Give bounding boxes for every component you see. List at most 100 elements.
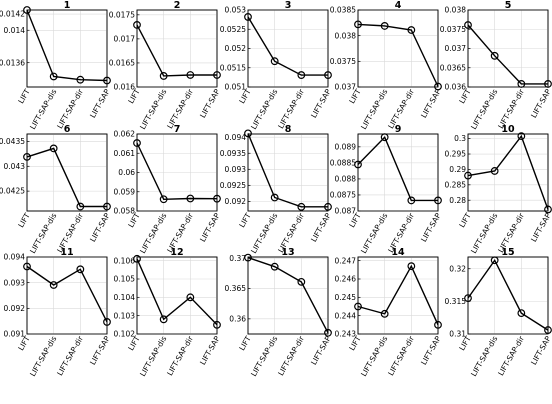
x-tick-label: LIFT-SAP-dis	[249, 87, 279, 131]
y-tick-label: 0.051	[225, 83, 247, 92]
y-tick-label: 0.089	[335, 142, 357, 151]
data-point	[244, 129, 252, 138]
x-tick-label: LIFT-SAP-dis	[469, 87, 499, 131]
subplot-title: 1	[64, 0, 71, 11]
subplot-4: 0.0370.03750.0380.0385LIFTLIFT-SAP-disLI…	[330, 0, 443, 131]
y-tick-label: 0.32	[449, 264, 466, 273]
subplot-title: 8	[285, 124, 292, 135]
subplot-title: 6	[64, 124, 71, 135]
x-tick-label: LIFT-SAP	[529, 211, 552, 243]
y-tick-label: 0.104	[114, 293, 136, 302]
y-tick-label: 0.093	[225, 165, 247, 174]
y-tick-label: 0.014	[4, 26, 26, 35]
data-point	[23, 262, 31, 271]
data-point	[380, 133, 389, 142]
y-tick-label: 0.094	[4, 253, 26, 262]
y-tick-label: 0.059	[114, 187, 136, 196]
subplot-title: 13	[281, 247, 294, 258]
y-tick-label: 0.0165	[109, 59, 135, 68]
subplot-15: 0.310.3150.32LIFTLIFT-SAP-disLIFT-SAP-di…	[445, 247, 552, 378]
subplot-8: 0.092 0.0925 0.093 0.0935 0.094 LIFTLIFT-SAP-…	[220, 124, 333, 255]
x-tick-label: LIFT-SAP	[198, 334, 222, 366]
data-point	[49, 72, 58, 81]
x-tick-label: LIFT-SAP-dir	[386, 87, 416, 131]
y-tick-label: 0.0935	[220, 149, 246, 158]
y-tick-label: 0.243	[335, 330, 357, 339]
plot-frame	[136, 133, 218, 212]
y-tick-label: 0.0365	[440, 63, 466, 72]
x-tick-label: LIFT-SAP-dir	[386, 334, 416, 378]
y-tick-label: 0.0175	[109, 10, 135, 19]
plot-frame	[247, 256, 329, 335]
data-point	[186, 194, 195, 203]
data-point	[186, 71, 195, 79]
y-tick-label: 0.247	[335, 256, 357, 265]
y-tick-label: 0.245	[335, 293, 357, 302]
x-tick-label: LIFT-SAP-dis	[28, 87, 58, 131]
data-point	[490, 256, 499, 265]
plot-area	[357, 9, 439, 88]
data-point	[464, 21, 472, 29]
y-tick-label: 0.0875	[330, 191, 356, 200]
x-tick-label: LIFT-SAP	[309, 87, 333, 119]
subplot-12: 0.1020.1030.1040.1050.106LIFTLIFT-SAP-di…	[114, 247, 222, 378]
x-tick-label: LIFT-SAP	[198, 87, 222, 119]
x-tick-label: LIFT-SAP-dir	[165, 334, 195, 378]
plot-frame	[467, 9, 549, 88]
x-tick-label: LIFT-SAP-dis	[469, 334, 499, 378]
x-tick-label: LIFT-SAP-dir	[55, 334, 85, 378]
x-tick-label: LIFT-SAP-dir	[165, 87, 195, 131]
plot-area	[26, 9, 108, 88]
data-point	[270, 193, 279, 202]
plot-frame	[26, 133, 108, 212]
y-tick-label: 0.053	[225, 6, 247, 15]
x-tick-label: LIFT-SAP-dis	[249, 334, 279, 378]
x-tick-label: LIFT-SAP	[419, 211, 443, 243]
x-tick-label: LIFT-SAP	[529, 87, 552, 119]
data-point	[133, 254, 141, 263]
subplot-title: 4	[395, 0, 402, 11]
y-tick-label: 0.29	[449, 165, 466, 174]
y-tick-label: 0.0385	[330, 6, 356, 15]
series-line	[357, 135, 438, 202]
y-tick-label: 0.061	[114, 149, 136, 158]
subplot-title: 10	[501, 124, 515, 135]
plot-frame	[26, 9, 108, 88]
y-tick-label: 0.246	[335, 275, 357, 284]
y-tick-label: 0.038	[335, 31, 357, 40]
series-line	[357, 23, 439, 87]
x-tick-label: LIFT-SAP-dis	[138, 211, 168, 255]
y-tick-label: 0.092	[4, 304, 26, 313]
plot-frame	[136, 256, 218, 335]
plot-frame	[247, 133, 329, 212]
data-point	[297, 71, 306, 79]
y-tick-label: 0.037	[335, 83, 357, 92]
data-point	[490, 167, 499, 175]
y-tick-label: 0.0136	[0, 58, 25, 67]
series-line	[136, 142, 218, 201]
y-tick-label: 0.058	[114, 207, 136, 216]
x-tick-label: LIFT-SAP-dis	[28, 334, 58, 378]
data-point	[297, 202, 306, 211]
data-point	[49, 281, 58, 289]
y-tick-label: 0.36	[229, 314, 246, 323]
y-tick-label: 0.092	[225, 197, 247, 206]
data-point	[464, 294, 472, 303]
x-tick-label: LIFT-SAP	[88, 211, 112, 243]
x-tick-label: LIFT	[457, 211, 473, 229]
y-tick-label: 0.244	[335, 311, 357, 320]
data-point	[159, 195, 168, 204]
subplot-5: 0.0360.03650.0370.03750.038LIFTLIFT-SAP-…	[440, 0, 552, 131]
y-tick-label: 0.0142	[0, 10, 25, 19]
data-point	[354, 160, 362, 169]
subplot-title: 7	[174, 124, 181, 135]
series-line	[467, 258, 549, 331]
x-tick-label: LIFT-SAP-dis	[359, 334, 389, 378]
y-tick-label: 0.016	[114, 83, 136, 92]
x-tick-label: LIFT-SAP-dir	[55, 87, 85, 131]
data-point	[434, 82, 442, 91]
data-point	[159, 72, 168, 80]
x-tick-label: LIFT-SAP	[198, 211, 222, 243]
plot-area	[136, 256, 218, 335]
